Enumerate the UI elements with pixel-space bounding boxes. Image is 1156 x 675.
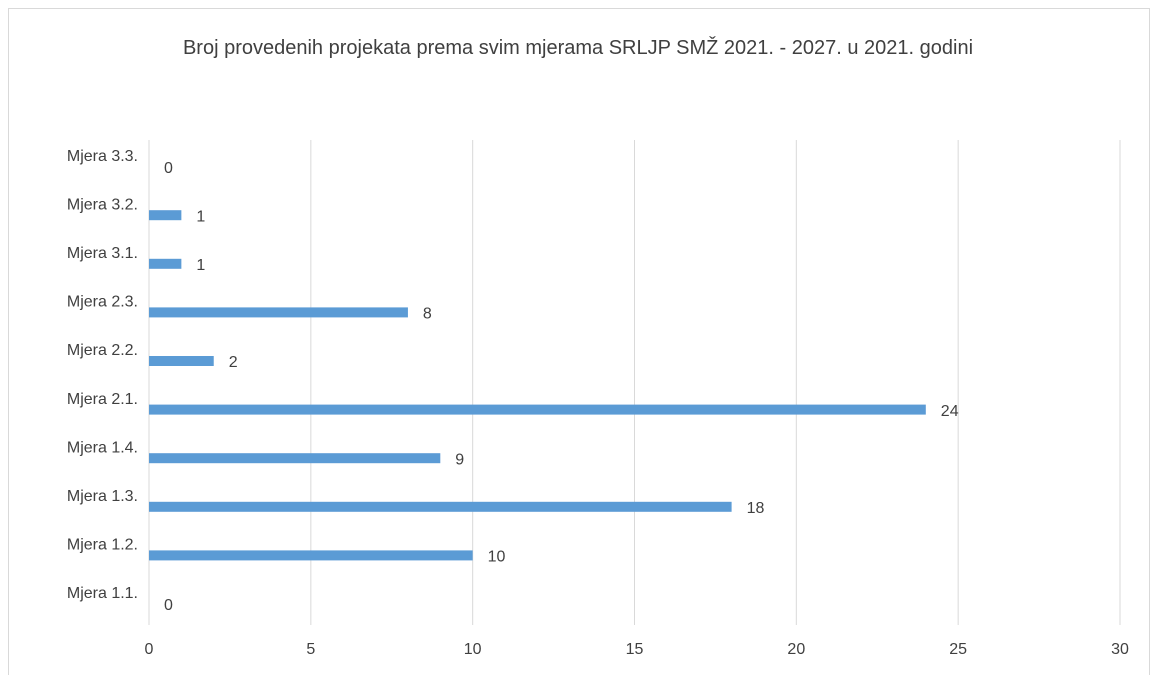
x-tick-label: 15: [626, 641, 644, 658]
bar: [149, 307, 408, 318]
data-label: 8: [423, 306, 432, 323]
y-tick-label: Mjera 1.4.: [67, 439, 138, 456]
y-tick-label: Mjera 1.2.: [67, 537, 138, 554]
y-tick-label: Mjera 2.1.: [67, 391, 138, 408]
bar: [149, 356, 214, 366]
data-label: 2: [229, 354, 238, 371]
y-tick-label: Mjera 1.3.: [67, 488, 138, 505]
data-label: 0: [164, 597, 173, 614]
y-tick-label: Mjera 3.3.: [67, 148, 138, 165]
data-label: 18: [747, 500, 765, 517]
data-label: 0: [164, 160, 173, 177]
y-tick-label: Mjera 2.2.: [67, 342, 138, 359]
data-label: 24: [941, 403, 959, 420]
bar: [149, 404, 926, 415]
bar: [149, 501, 732, 512]
bar: [149, 210, 182, 221]
x-tick-label: 10: [464, 641, 482, 658]
data-label: 10: [488, 549, 506, 566]
x-tick-label: 5: [306, 641, 315, 658]
chart-title: Broj provedenih projekata prema svim mje…: [182, 37, 974, 59]
x-tick-label: 20: [787, 641, 805, 658]
bar: [149, 258, 182, 269]
data-label: 1: [196, 257, 205, 274]
y-tick-label: Mjera 1.1.: [67, 585, 138, 602]
bar: [149, 550, 473, 561]
data-label: 9: [455, 451, 464, 468]
bar: [149, 453, 441, 464]
data-label: 1: [196, 208, 205, 225]
y-tick-label: Mjera 3.2.: [67, 196, 138, 213]
x-tick-label: 30: [1111, 641, 1129, 658]
x-tick-label: 25: [949, 641, 967, 658]
y-tick-label: Mjera 3.1.: [67, 245, 138, 262]
chart-border: [8, 8, 1150, 675]
y-tick-label: Mjera 2.3.: [67, 294, 138, 311]
x-tick-label: 0: [145, 641, 154, 658]
